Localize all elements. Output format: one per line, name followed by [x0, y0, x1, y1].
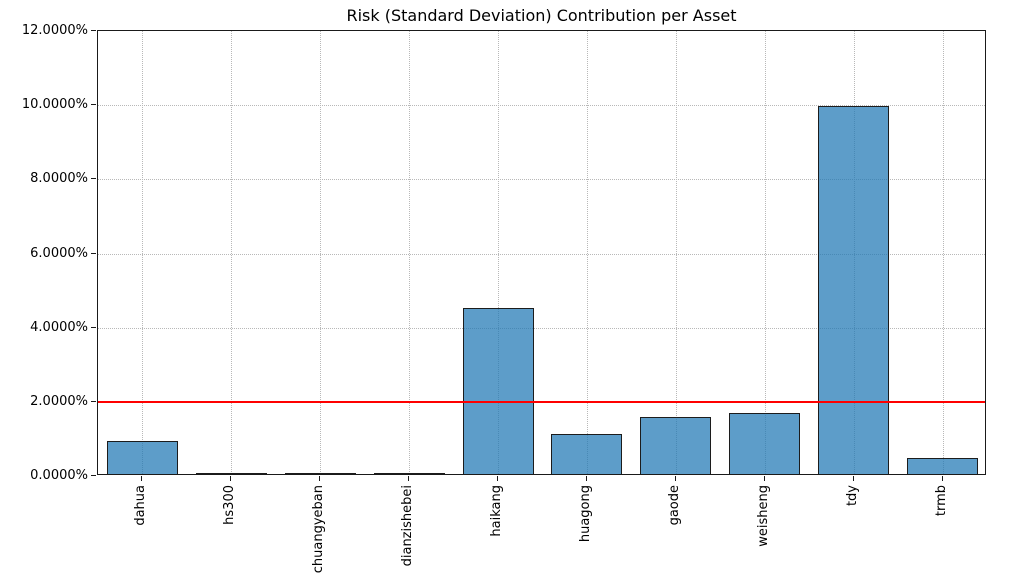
x-tick-label: chuangyeban: [311, 485, 327, 574]
chart-title: Risk (Standard Deviation) Contribution p…: [346, 6, 737, 25]
y-tick-label: 4.0000%: [30, 319, 88, 335]
bar-tdy: [818, 105, 889, 474]
y-gridline: [98, 253, 985, 255]
y-tick-label: 8.0000%: [30, 171, 88, 187]
bar-hs300: [196, 473, 267, 474]
y-tick-mark: [91, 326, 96, 328]
x-tick-label: huagong: [577, 485, 593, 543]
y-tick-label: 2.0000%: [30, 393, 88, 409]
x-tick-mark: [230, 476, 232, 481]
plot-area: [97, 30, 986, 475]
x-tick-label: hs300: [222, 485, 238, 525]
x-gridline: [231, 31, 233, 474]
y-tick-mark: [91, 252, 96, 254]
y-tick-mark: [91, 178, 96, 180]
bar-dahua: [107, 441, 178, 474]
bar-chuangyeban: [285, 473, 356, 474]
y-gridline: [98, 179, 985, 181]
x-gridline: [320, 31, 322, 474]
x-gridline: [142, 31, 144, 474]
x-gridline: [586, 31, 588, 474]
x-tick-label: gaode: [666, 485, 682, 526]
x-gridline: [942, 31, 944, 474]
x-tick-mark: [585, 476, 587, 481]
y-tick-mark: [91, 400, 96, 402]
bar-haikang: [463, 308, 534, 474]
bar-weisheng: [729, 413, 800, 474]
threshold-line: [98, 400, 985, 403]
x-tick-label: trmb: [933, 485, 949, 517]
bar-gaode: [640, 416, 711, 474]
bar-dianzishebei: [374, 473, 445, 474]
x-tick-mark: [408, 476, 410, 481]
bar-huagong: [551, 433, 622, 474]
x-gridline: [498, 31, 500, 474]
x-tick-mark: [941, 476, 943, 481]
y-tick-label: 6.0000%: [30, 245, 88, 261]
x-tick-mark: [497, 476, 499, 481]
x-gridline: [409, 31, 411, 474]
x-tick-mark: [852, 476, 854, 481]
x-tick-mark: [141, 476, 143, 481]
x-gridline: [764, 31, 766, 474]
y-gridline: [98, 105, 985, 107]
y-gridline: [98, 327, 985, 329]
bar-trmb: [907, 457, 978, 474]
x-tick-label: tdy: [844, 485, 860, 507]
x-tick-label: dianzishebei: [400, 485, 416, 567]
x-tick-label: weisheng: [755, 485, 771, 547]
y-tick-label: 0.0000%: [30, 468, 88, 483]
y-tick-mark: [91, 475, 96, 476]
y-tick-mark: [91, 104, 96, 106]
x-tick-mark: [674, 476, 676, 481]
x-gridline: [675, 31, 677, 474]
y-tick-mark: [91, 30, 96, 31]
x-tick-mark: [763, 476, 765, 481]
y-tick-label: 10.0000%: [21, 97, 88, 113]
x-tick-label: haikang: [489, 485, 505, 537]
y-tick-label: 12.0000%: [21, 23, 88, 38]
x-tick-mark: [319, 476, 321, 481]
x-tick-label: dahua: [133, 485, 149, 526]
